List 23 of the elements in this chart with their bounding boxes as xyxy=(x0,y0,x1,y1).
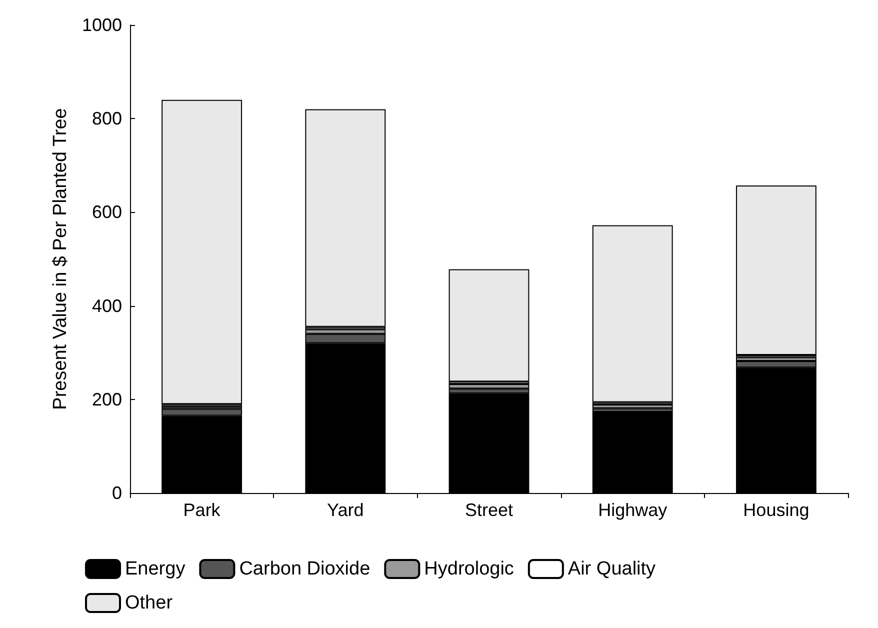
y-tick-label: 1000 xyxy=(82,15,122,35)
x-tick-label: Park xyxy=(183,500,222,520)
y-tick-label: 0 xyxy=(112,483,122,503)
bar xyxy=(448,269,530,382)
legend-label: Air Quality xyxy=(568,558,656,580)
bar xyxy=(592,225,673,402)
y-tick-label: 200 xyxy=(92,389,122,410)
legend-label: Carbon Dioxide xyxy=(239,558,370,580)
y-tick-label: 400 xyxy=(92,296,122,316)
bar xyxy=(162,100,242,404)
bar xyxy=(305,109,386,327)
x-tick-label: Highway xyxy=(598,500,668,520)
legend-label: Energy xyxy=(125,558,186,580)
legend-label: Other xyxy=(125,592,174,614)
x-tick-label: Housing xyxy=(743,500,810,520)
x-tick-label: Yard xyxy=(327,500,364,520)
legend-label: Hydrologic xyxy=(424,558,514,580)
bar xyxy=(592,404,673,408)
y-tick-label: 600 xyxy=(92,202,122,222)
x-tick-label: Street xyxy=(464,500,514,520)
bar xyxy=(736,186,816,355)
y-tick-label: 800 xyxy=(92,108,122,129)
y-axis-title: Present Value in $ Per Planted Tree xyxy=(50,108,71,410)
